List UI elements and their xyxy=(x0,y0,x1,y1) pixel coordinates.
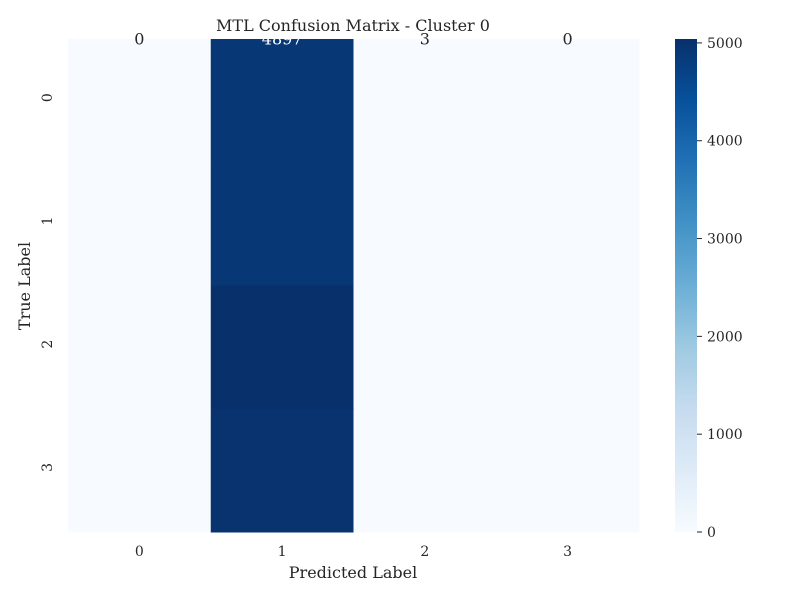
cell-annotation-r0-c1: 4897 xyxy=(262,30,303,49)
y-axis-label: True Label xyxy=(15,242,34,330)
x-axis-label: Predicted Label xyxy=(289,563,417,582)
heatmap-cell-r1-c3 xyxy=(496,162,640,286)
y-tick-label-3: 3 xyxy=(40,463,56,472)
colorbar-ticks: 0 1000 2000 3000 4000 5000 xyxy=(697,36,743,541)
colorbar-tick-label-2000: 2000 xyxy=(707,329,743,345)
cell-annotation-r0-c0: 0 xyxy=(134,30,144,49)
cell-annotation-r0-c2: 3 xyxy=(420,30,430,49)
heatmap-cell-r2-c0 xyxy=(68,285,212,410)
heatmap-cell-r1-c1 xyxy=(210,162,354,286)
colorbar-tick-label-4000: 4000 xyxy=(707,134,743,150)
y-tick-label-1: 1 xyxy=(40,216,56,225)
chart-title: MTL Confusion Matrix - Cluster 0 xyxy=(216,16,490,35)
y-axis-ticks: 0 1 2 3 xyxy=(40,93,56,472)
heatmap-cell-r2-c3 xyxy=(496,285,640,410)
colorbar-tick-label-5000: 5000 xyxy=(707,36,743,52)
cell-annotation-r0-c3: 0 xyxy=(563,30,573,49)
heatmap-cell-r3-c2 xyxy=(353,408,497,533)
heatmap-cell-r1-c0 xyxy=(68,162,212,286)
heatmap-cell-r0-c0 xyxy=(68,39,212,163)
heatmap-cell-r0-c2 xyxy=(353,39,497,163)
cell-annotations: 0 4897 3 0 xyxy=(134,30,572,49)
colorbar-tick-label-0: 0 xyxy=(707,525,716,541)
heatmap-cell-r1-c2 xyxy=(353,162,497,286)
colorbar-tick-label-1000: 1000 xyxy=(707,427,743,443)
x-tick-label-3: 3 xyxy=(563,544,572,560)
heatmap-cell-r3-c0 xyxy=(68,408,212,533)
colorbar xyxy=(675,39,697,532)
heatmap-cell-r0-c1 xyxy=(210,39,354,163)
heatmap-cell-r3-c3 xyxy=(496,408,640,533)
x-tick-label-0: 0 xyxy=(135,544,144,560)
x-tick-label-1: 1 xyxy=(278,544,287,560)
heatmap-cells xyxy=(68,39,640,533)
colorbar-tick-label-3000: 3000 xyxy=(707,232,743,248)
heatmap-cell-r2-c2 xyxy=(353,285,497,410)
heatmap-cell-r0-c3 xyxy=(496,39,640,163)
x-tick-label-2: 2 xyxy=(420,544,429,560)
y-tick-label-2: 2 xyxy=(40,340,56,349)
y-tick-label-0: 0 xyxy=(40,93,56,102)
x-axis-ticks: 0 1 2 3 xyxy=(135,544,572,560)
heatmap-cell-r2-c1 xyxy=(210,285,354,410)
heatmap-cell-r3-c1 xyxy=(210,408,354,533)
